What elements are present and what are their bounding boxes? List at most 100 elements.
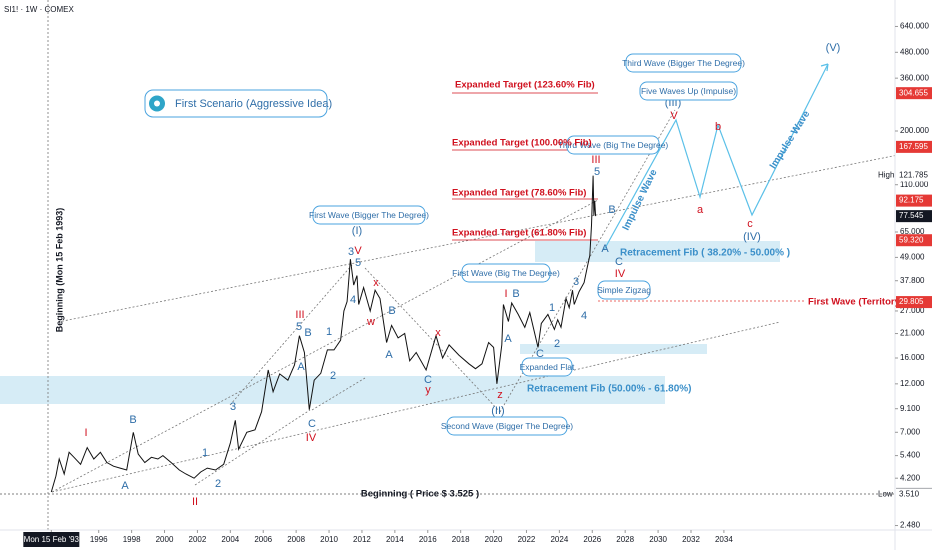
wave-label: 2 [215, 478, 221, 490]
callout-box [312, 205, 426, 225]
wave-label: III [295, 309, 304, 321]
wave-label: x [435, 327, 441, 339]
price-label-box [896, 210, 932, 223]
wave-label: V [670, 110, 678, 122]
y-tick-label: 360.000 [900, 73, 929, 82]
wave-label: (II) [491, 405, 504, 417]
wave-label: B [512, 288, 519, 300]
callout-box [625, 53, 742, 73]
wave-label: b [715, 121, 721, 133]
x-tick-label: 2014 [386, 535, 404, 544]
wave-label: A [297, 361, 305, 373]
y-tick-label: 12.000 [900, 379, 925, 388]
territory-label: First Wave (Territory) [808, 297, 903, 308]
callout-box [639, 81, 738, 101]
x-tick-label: 2032 [682, 535, 700, 544]
beginning-price: Beginning ( Price $ 3.525 ) [361, 489, 479, 500]
y-tick-label: 4.200 [900, 473, 921, 482]
callout-box [461, 263, 551, 283]
wave-label: 3 [573, 276, 579, 288]
y-tick-label: 5.400 [900, 451, 921, 460]
fib-zone [0, 376, 665, 404]
zone-label: Retracement Fib ( 38.20% - 50.00% ) [620, 248, 790, 259]
price-label: 77.545 [899, 211, 924, 220]
projection-arrow [820, 63, 829, 72]
x-tick-label: 2008 [287, 535, 305, 544]
wave-label: B [608, 204, 615, 216]
wave-label: A [601, 243, 609, 255]
price-label-box [896, 169, 932, 182]
callout-box [446, 416, 568, 436]
y-tick-label: 65.000 [900, 227, 925, 236]
target-label: Expanded Target (61.80% Fib) [452, 228, 586, 239]
x-tick-box [23, 532, 80, 547]
callout-box [566, 135, 660, 155]
y-tick-label: 16.000 [900, 353, 925, 362]
callout-text: Expanded Flat [520, 362, 575, 372]
x-tick-label: 2022 [518, 535, 536, 544]
wave-label: B [388, 305, 395, 317]
wave-label: z [497, 389, 503, 401]
wave-label: I [84, 427, 87, 439]
wave-label: A [385, 349, 393, 361]
callout-text: Third Wave (Bigger The Degree) [622, 58, 745, 68]
trend-lines [51, 109, 899, 493]
price-label: 59.320 [899, 235, 924, 244]
wave-label: 1 [549, 302, 555, 314]
wave-label: C [308, 418, 316, 430]
wave-label: B [304, 327, 311, 339]
wave-label: 3 [230, 401, 236, 413]
wave-label: II [192, 496, 198, 508]
wave-label: 5 [594, 166, 600, 178]
callout-box [521, 357, 573, 377]
wave-label: 1 [202, 447, 208, 459]
wave-label: III [591, 154, 600, 166]
y-tick-label: 110.000 [900, 180, 929, 189]
price-label: 29.805 [899, 297, 924, 306]
price-line [50, 175, 597, 493]
callout-text: Third Wave (Big The Degree) [558, 140, 669, 150]
wave-label: (IV) [743, 231, 761, 243]
x-tick-label: 2018 [452, 535, 470, 544]
x-tick-label: Mon 15 Feb '93 [24, 535, 80, 544]
beginning-date: Beginning (Mon 15 Feb 1993) [54, 208, 64, 333]
price-label-box [896, 488, 932, 501]
wave-label: V [354, 245, 362, 257]
wave-label: 5 [355, 257, 361, 269]
x-tick-label: 2000 [156, 535, 174, 544]
y-tick-label: 480.000 [900, 47, 929, 56]
wave-label: A [121, 480, 129, 492]
fib-zone [535, 241, 780, 262]
y-tick-label: 200.000 [900, 126, 929, 135]
x-tick-label: 2034 [715, 535, 733, 544]
callout-text: First Wave (Big The Degree) [452, 268, 560, 278]
scenario-text: First Scenario (Aggressive Idea) [175, 98, 332, 110]
price-label: 304.655 [899, 88, 928, 97]
x-tick-label: 2030 [649, 535, 667, 544]
wave-label: 1 [326, 326, 332, 338]
x-tick-label: 2010 [320, 535, 338, 544]
price-label: 92.175 [899, 196, 924, 205]
wave-label: x [373, 277, 379, 289]
wave-label: B [129, 414, 136, 426]
x-tick-label: 2026 [583, 535, 601, 544]
wave-label: IV [306, 432, 317, 444]
wave-label: 5 [296, 321, 302, 333]
eye-icon [154, 100, 160, 107]
x-tick-label: 2028 [616, 535, 634, 544]
price-label-box [896, 87, 932, 100]
time-axis [0, 530, 932, 550]
x-tick-label: 2006 [254, 535, 272, 544]
y-tick-label: 7.000 [900, 427, 921, 436]
wave-label: 3 [348, 246, 354, 258]
x-tick-label: 2020 [485, 535, 503, 544]
x-tick-label: 2016 [419, 535, 437, 544]
price-label: 121.785 [899, 171, 928, 180]
price-label-box [896, 234, 932, 247]
x-tick-label: 1998 [123, 535, 141, 544]
price-label-box [896, 140, 932, 153]
wave-label: c [747, 218, 753, 230]
x-tick-label: 2024 [550, 535, 568, 544]
price-label-box [896, 194, 932, 207]
